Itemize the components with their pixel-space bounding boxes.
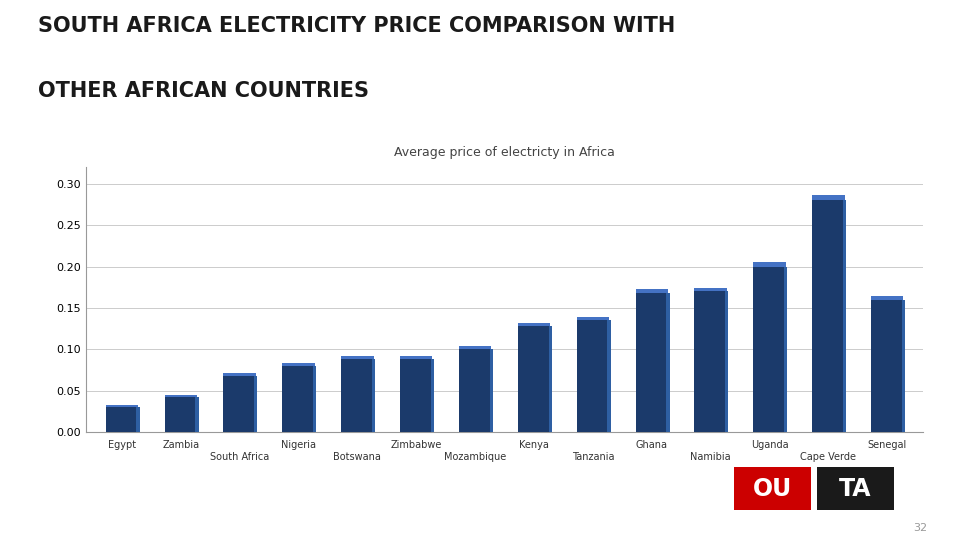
Bar	[490, 349, 493, 432]
Text: Cape Verde: Cape Verde	[801, 452, 856, 462]
Text: Botswana: Botswana	[333, 452, 382, 462]
Bar	[372, 359, 375, 432]
Bar	[106, 405, 138, 407]
Bar	[549, 326, 552, 432]
Bar	[195, 397, 199, 432]
Text: South Africa: South Africa	[209, 452, 269, 462]
Bar	[164, 395, 197, 397]
Bar	[695, 292, 727, 432]
Bar	[871, 300, 903, 432]
Bar	[431, 359, 434, 432]
Bar	[459, 349, 491, 432]
Bar	[812, 195, 845, 200]
Bar	[459, 347, 491, 349]
Bar	[635, 293, 668, 432]
Bar	[695, 288, 727, 292]
FancyBboxPatch shape	[817, 467, 894, 510]
Bar	[400, 356, 432, 359]
Bar	[341, 356, 374, 359]
Bar	[223, 376, 256, 432]
Bar	[843, 200, 847, 432]
Bar	[784, 267, 787, 432]
Bar	[223, 373, 256, 376]
Bar	[136, 407, 139, 432]
Text: TA: TA	[839, 477, 872, 501]
Bar	[518, 326, 550, 432]
Text: Egypt: Egypt	[108, 441, 136, 450]
Bar	[666, 293, 670, 432]
Text: OTHER AFRICAN COUNTRIES: OTHER AFRICAN COUNTRIES	[38, 81, 369, 101]
Text: Mozambique: Mozambique	[444, 452, 506, 462]
Text: SOUTH AFRICA ELECTRICITY PRICE COMPARISON WITH: SOUTH AFRICA ELECTRICITY PRICE COMPARISO…	[38, 16, 676, 36]
Bar	[400, 359, 432, 432]
Bar	[577, 320, 609, 432]
Text: Tanzania: Tanzania	[572, 452, 614, 462]
Bar	[254, 376, 258, 432]
Bar	[106, 407, 138, 432]
Text: Namibia: Namibia	[690, 452, 731, 462]
Text: 32: 32	[913, 523, 927, 533]
Text: Ghana: Ghana	[636, 441, 668, 450]
Text: Kenya: Kenya	[519, 441, 549, 450]
Text: Uganda: Uganda	[751, 441, 788, 450]
Bar	[753, 267, 786, 432]
Text: OU: OU	[753, 477, 792, 501]
Bar	[518, 323, 550, 326]
Bar	[341, 359, 374, 432]
Bar	[635, 289, 668, 293]
Bar	[313, 366, 316, 432]
FancyBboxPatch shape	[734, 467, 811, 510]
Text: Senegal: Senegal	[868, 441, 907, 450]
Bar	[164, 397, 197, 432]
Text: Nigeria: Nigeria	[281, 441, 316, 450]
Bar	[577, 317, 609, 320]
Bar	[283, 366, 314, 432]
Text: Zambia: Zambia	[162, 441, 199, 450]
Bar	[726, 292, 728, 432]
Text: Average price of electricty in Africa: Average price of electricty in Africa	[394, 146, 615, 159]
Bar	[901, 300, 905, 432]
Bar	[871, 296, 903, 300]
Bar	[753, 262, 786, 267]
Text: Zimbabwe: Zimbabwe	[390, 441, 442, 450]
Bar	[283, 363, 314, 366]
Bar	[812, 200, 845, 432]
Bar	[607, 320, 610, 432]
